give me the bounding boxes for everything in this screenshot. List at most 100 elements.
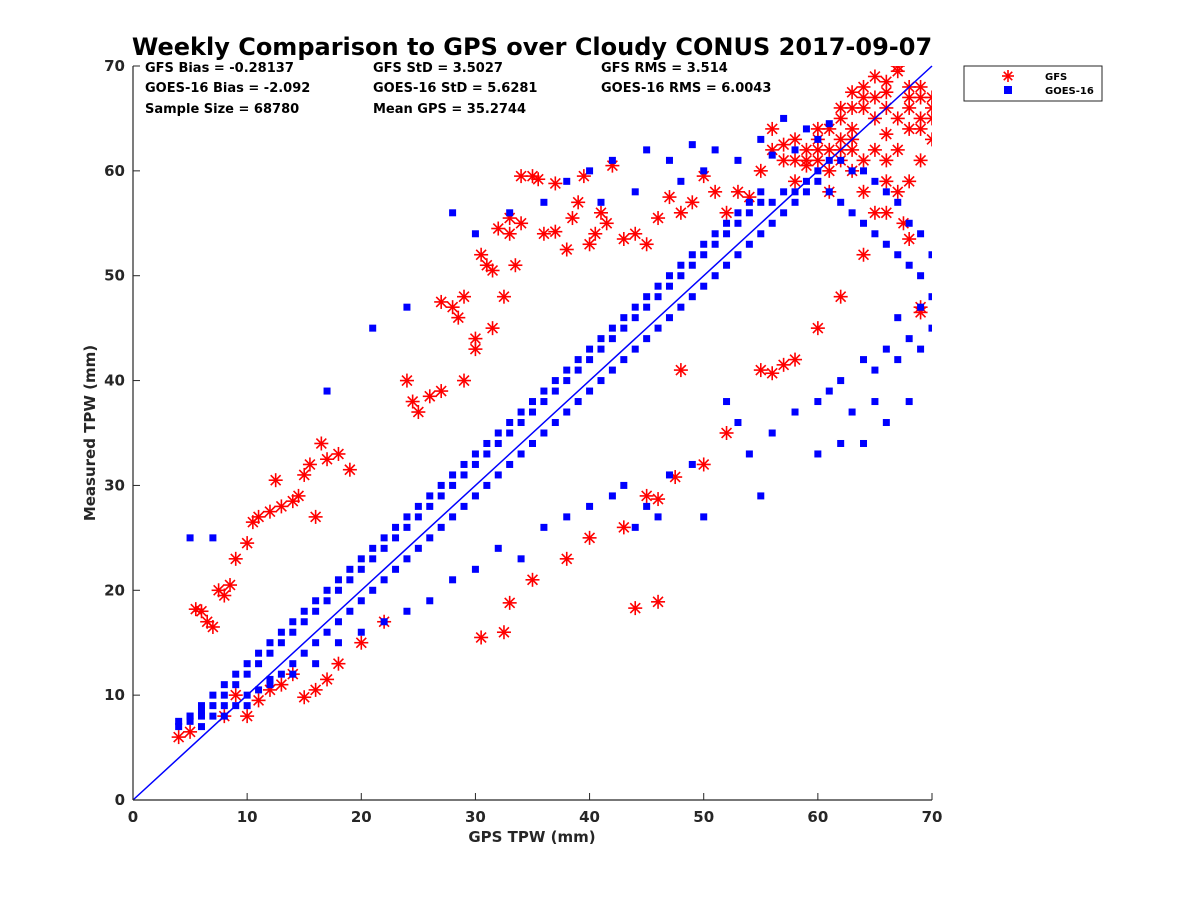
goes-16-point — [494, 439, 502, 447]
goes-16-point — [540, 387, 548, 395]
goes-16-point — [334, 618, 342, 626]
goes-16-point — [814, 398, 822, 406]
gfs-point — [228, 688, 243, 703]
gfs-point — [753, 363, 768, 378]
goes-16-point — [688, 251, 696, 259]
goes-16-point — [506, 460, 514, 468]
gfs-point — [890, 66, 905, 73]
gfs-point — [559, 242, 574, 257]
goes-16-point — [620, 356, 628, 364]
goes-16-point — [426, 492, 434, 500]
goes-16-point — [551, 387, 559, 395]
goes-16-point — [905, 398, 913, 406]
goes-16-point — [700, 513, 708, 521]
goes-16-point — [597, 335, 605, 343]
goes-16-point — [426, 502, 434, 510]
one-to-one-line — [132, 65, 933, 801]
goes-16-point — [449, 209, 457, 217]
gfs-point — [188, 602, 203, 617]
goes-16-point — [860, 439, 868, 447]
gfs-point — [765, 366, 780, 381]
gfs-point — [879, 74, 894, 89]
gfs-point — [582, 530, 597, 545]
gfs-point — [496, 289, 511, 304]
goes-16-point — [631, 345, 639, 353]
goes-16-point — [654, 324, 662, 332]
gfs-point — [776, 137, 791, 152]
gfs-point — [251, 693, 266, 708]
goes-16-point — [768, 198, 776, 206]
goes-16-point — [266, 681, 274, 689]
goes-16-point — [791, 408, 799, 416]
goes-16-point — [529, 398, 536, 406]
goes-16-point — [643, 303, 651, 311]
gfs-point — [171, 730, 186, 745]
gfs-point — [525, 572, 540, 587]
goes-16-point — [780, 188, 788, 196]
gfs-point — [788, 132, 803, 147]
gfs-point — [856, 184, 871, 199]
goes-16-point — [757, 492, 765, 500]
goes-16-point — [837, 377, 845, 385]
goes-16-point — [506, 429, 514, 437]
goes-16-point — [814, 135, 822, 143]
goes-16-point — [917, 303, 925, 311]
goes-16-point — [460, 502, 468, 510]
gfs-point — [879, 205, 894, 220]
gfs-point — [320, 452, 335, 467]
goes-16-point — [882, 345, 890, 353]
gfs-point — [434, 384, 449, 399]
gfs-point — [514, 216, 529, 231]
goes-16-point — [255, 660, 263, 668]
goes-16-point — [745, 240, 753, 248]
goes-16-point — [894, 314, 902, 322]
goes-16-point — [871, 230, 879, 238]
gfs-point — [833, 289, 848, 304]
goes-16-point — [711, 146, 719, 154]
goes-16-point — [357, 555, 365, 563]
goes-16-point — [277, 628, 285, 636]
goes-16-point — [414, 502, 422, 510]
gfs-point — [582, 237, 597, 252]
gfs-point — [833, 132, 848, 147]
gfs-point — [474, 247, 489, 262]
goes-16-point — [586, 387, 594, 395]
gfs-point — [879, 127, 894, 142]
stat-gfs-bias: GFS Bias = -0.28137 — [145, 61, 294, 76]
x-ticks: 0 10 20 30 40 50 60 70 — [128, 793, 942, 826]
goes-16-point — [620, 481, 628, 489]
y-tick-label: 40 — [104, 372, 125, 390]
gfs-point — [354, 635, 369, 650]
goes-16-point — [711, 230, 719, 238]
goes-16-point — [220, 702, 228, 710]
goes-16-point — [471, 230, 479, 238]
goes-16-point — [369, 586, 377, 594]
goes-16-point — [232, 670, 240, 678]
goes-16-point — [494, 544, 502, 552]
y-tick-label: 50 — [104, 267, 125, 285]
goes-16-point — [574, 366, 582, 374]
gfs-point — [867, 90, 882, 105]
goes-16-point — [506, 209, 514, 217]
goes-16-point — [186, 534, 194, 542]
stats-block: GFS Bias = -0.28137 GFS StD = 3.5027 GFS… — [145, 61, 771, 117]
goes-16-point — [449, 471, 457, 479]
goes-16-point — [186, 712, 194, 720]
goes-16-point — [631, 314, 639, 322]
goes-16-point — [608, 324, 616, 332]
gfs-point — [753, 163, 768, 178]
goes-16-point — [917, 345, 925, 353]
goes-16-point — [277, 670, 285, 678]
goes-16-point — [312, 639, 320, 647]
y-tick-label: 10 — [104, 686, 125, 704]
gfs-point — [565, 211, 580, 226]
y-axis-label: Measured TPW (mm) — [81, 345, 99, 521]
goes-16-point — [471, 565, 479, 573]
goes-16-point — [380, 534, 388, 542]
gfs-point — [422, 389, 437, 404]
goes-16-point — [825, 387, 833, 395]
gfs-point — [485, 321, 500, 336]
goes-16-point — [483, 450, 491, 458]
stat-mean-gps: Mean GPS = 35.2744 — [373, 102, 526, 117]
goes-16-point — [323, 387, 331, 395]
